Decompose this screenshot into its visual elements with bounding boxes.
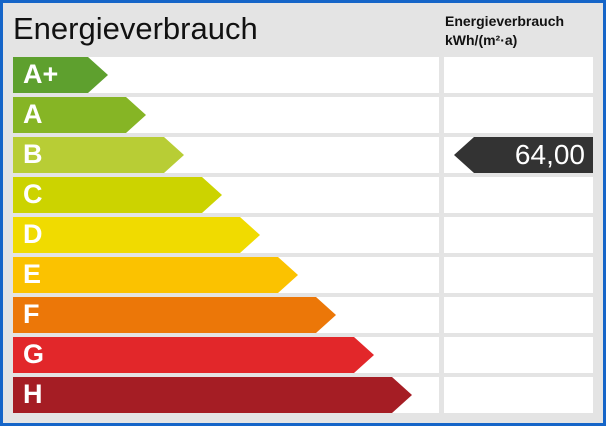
chart-title: Energieverbrauch: [13, 11, 258, 46]
value-cell: [444, 377, 593, 413]
class-label: C: [23, 179, 43, 209]
class-bar: C: [13, 177, 222, 213]
current-value-marker: 64,00: [454, 137, 593, 173]
unit-header: Energieverbrauch kWh/(m²·a): [445, 12, 564, 50]
unit-header-line2: kWh/(m²·a): [445, 32, 518, 48]
class-bar: F: [13, 297, 336, 333]
value-cell: [444, 337, 593, 373]
class-label: G: [23, 339, 45, 369]
bar-arrow-shape: [13, 57, 108, 93]
value-cell: [444, 257, 593, 293]
class-label: A: [23, 99, 43, 129]
class-bar: A+: [13, 57, 108, 93]
class-bar: H: [13, 377, 412, 413]
class-bar: E: [13, 257, 298, 293]
marker-arrow-shape: [454, 137, 593, 173]
class-bar: G: [13, 337, 374, 373]
class-label: F: [23, 299, 40, 329]
class-bar: A: [13, 97, 146, 133]
class-label: A+: [23, 59, 59, 89]
value-cell: [444, 97, 593, 133]
bar-arrow-shape: [13, 97, 146, 133]
class-bar: B: [13, 137, 184, 173]
class-bar: D: [13, 217, 260, 253]
current-value: 64,00: [514, 139, 585, 170]
bar-arrow-shape: [13, 297, 336, 333]
bar-arrow-shape: [13, 257, 298, 293]
class-label: H: [23, 379, 43, 409]
value-cell: [444, 217, 593, 253]
value-cell: [444, 57, 593, 93]
class-label: E: [23, 259, 42, 289]
value-cell: [444, 297, 593, 333]
bar-arrow-shape: [13, 217, 260, 253]
bar-arrow-shape: [13, 137, 184, 173]
bar-arrow-shape: [13, 177, 222, 213]
bar-arrow-shape: [13, 337, 374, 373]
value-cell: [444, 177, 593, 213]
class-label: D: [23, 219, 43, 249]
unit-header-line1: Energieverbrauch: [445, 13, 565, 29]
class-label: B: [23, 139, 43, 169]
bar-arrow-shape: [13, 377, 412, 413]
